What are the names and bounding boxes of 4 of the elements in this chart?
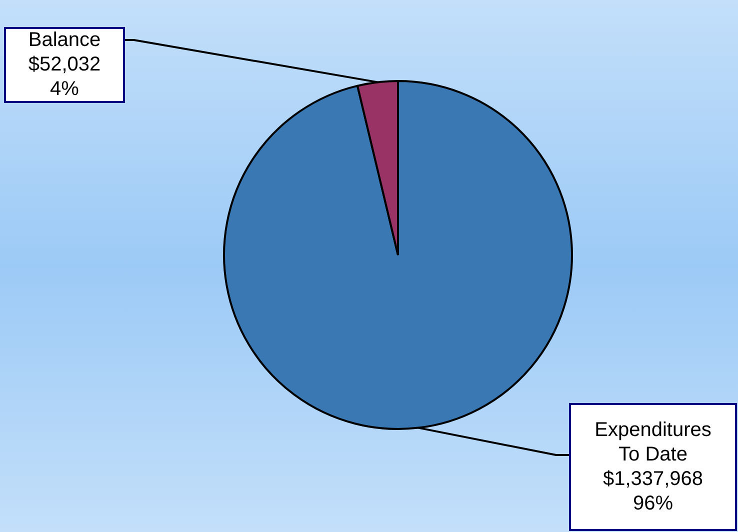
data-label: $1,337,968 96% bbox=[602, 468, 704, 514]
slice-label: Expenditures To Date bbox=[594, 418, 712, 466]
data-label: $52,032 4% bbox=[28, 54, 101, 100]
slice-label: Balance bbox=[28, 29, 101, 52]
